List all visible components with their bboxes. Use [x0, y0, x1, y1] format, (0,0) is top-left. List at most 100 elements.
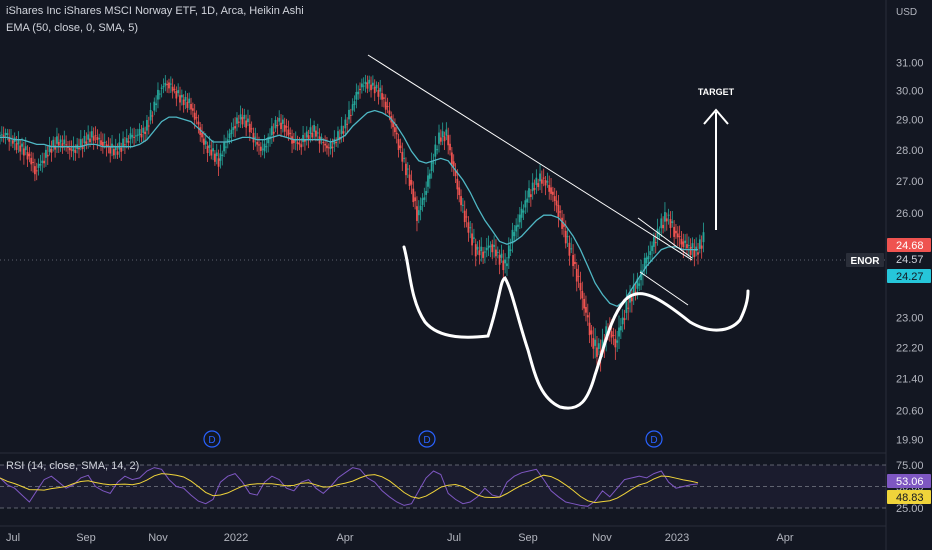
candle-body — [138, 129, 141, 136]
candle-body — [425, 190, 428, 195]
candle-body — [124, 144, 126, 146]
price-tag: 24.27 — [887, 269, 931, 283]
candle-body — [592, 338, 595, 349]
candle-body — [484, 251, 486, 253]
candle-body — [105, 144, 108, 148]
candle-body — [39, 164, 42, 166]
candle-body — [649, 251, 652, 256]
symbol-tag-bg — [846, 253, 884, 267]
candle-body — [173, 88, 176, 90]
candle-body — [564, 230, 567, 244]
ema-indicator-label[interactable]: EMA (50, close, 0, SMA, 5) — [6, 22, 139, 34]
candle-body — [551, 191, 554, 195]
candle-body — [504, 259, 507, 264]
candle-body — [540, 179, 543, 184]
candle-body — [136, 134, 139, 136]
candle-body — [419, 205, 422, 211]
candle-body — [57, 142, 60, 146]
candle-body — [68, 147, 71, 151]
candle-body — [160, 87, 163, 89]
candle-body — [153, 101, 156, 111]
candle-body — [236, 117, 238, 124]
candle-body — [544, 180, 547, 186]
candle-body — [638, 283, 641, 286]
candle-body — [482, 251, 484, 258]
candle-body — [452, 161, 455, 167]
candle-body — [263, 143, 266, 152]
candle-body — [248, 123, 251, 133]
candle-body — [590, 330, 593, 335]
candle-body — [56, 136, 58, 144]
candle-body — [186, 101, 189, 108]
candle-body — [682, 241, 685, 248]
target-label: TARGET — [698, 87, 735, 97]
candle-body — [436, 149, 439, 151]
dividend-marker[interactable]: D — [645, 430, 663, 448]
price-tag-bg — [887, 252, 931, 266]
candle-body — [252, 132, 255, 143]
candle-body — [241, 117, 244, 125]
candle-body — [225, 146, 227, 148]
candle-body — [74, 150, 77, 153]
candle-body — [689, 246, 692, 255]
candle-body — [324, 143, 327, 146]
price-tag-bg — [887, 238, 931, 252]
rsi-tag: 53.06 — [887, 474, 931, 488]
candle-body — [70, 149, 73, 151]
candle-body — [509, 249, 512, 251]
candle-body — [206, 146, 209, 153]
candle-body — [449, 143, 451, 151]
rsi-tag-value: 53.06 — [896, 476, 924, 488]
y-tick-label: 19.90 — [896, 435, 924, 447]
candle-body — [594, 339, 597, 346]
candle-body — [680, 238, 683, 245]
candle-body — [515, 225, 518, 232]
price-tag-value: 24.68 — [896, 240, 924, 252]
candle-body — [342, 131, 345, 134]
candle-body — [169, 83, 172, 85]
y-tick-label: 29.00 — [896, 115, 924, 127]
candle-body — [335, 142, 338, 144]
candle-body — [417, 210, 420, 216]
candle-body — [405, 163, 407, 176]
candle-body — [520, 208, 523, 218]
candle-body — [158, 93, 161, 95]
candle-body — [94, 135, 97, 137]
price-tag: 24.57 — [887, 252, 931, 266]
candle-body — [292, 139, 295, 144]
candle-body — [81, 144, 84, 149]
candle-body — [331, 146, 334, 149]
candle-body — [239, 114, 242, 120]
candle-body — [188, 98, 191, 103]
candle-body — [539, 173, 541, 182]
candle-body — [542, 177, 545, 179]
candle-body — [456, 178, 459, 190]
candle-body — [256, 142, 259, 145]
candle-body — [237, 121, 240, 123]
rsi-tag: 48.83 — [887, 490, 931, 504]
candle-body — [548, 184, 551, 192]
rsi-indicator-label[interactable]: RSI (14, close, SMA, 14, 2) — [6, 460, 140, 472]
candle-body — [298, 143, 301, 145]
candle-body — [687, 245, 690, 247]
candle-body — [322, 142, 325, 144]
candle-body — [647, 255, 650, 260]
candle-body — [414, 197, 417, 201]
candle-body — [226, 139, 229, 143]
candle-body — [366, 82, 369, 89]
candle-body — [92, 136, 95, 141]
dividend-marker[interactable]: D — [418, 430, 436, 448]
y-tick-label: 27.00 — [896, 176, 924, 188]
candle-body — [107, 145, 110, 147]
candle-body — [243, 114, 246, 119]
candle-body — [116, 151, 119, 155]
dividend-marker[interactable]: D — [203, 430, 221, 448]
candle-body — [210, 149, 213, 156]
price-tag-value: 24.57 — [896, 254, 924, 266]
dividend-marker-circle — [645, 430, 663, 448]
candle-body — [678, 236, 681, 238]
candle-body — [676, 233, 679, 238]
candle-body — [52, 139, 55, 148]
